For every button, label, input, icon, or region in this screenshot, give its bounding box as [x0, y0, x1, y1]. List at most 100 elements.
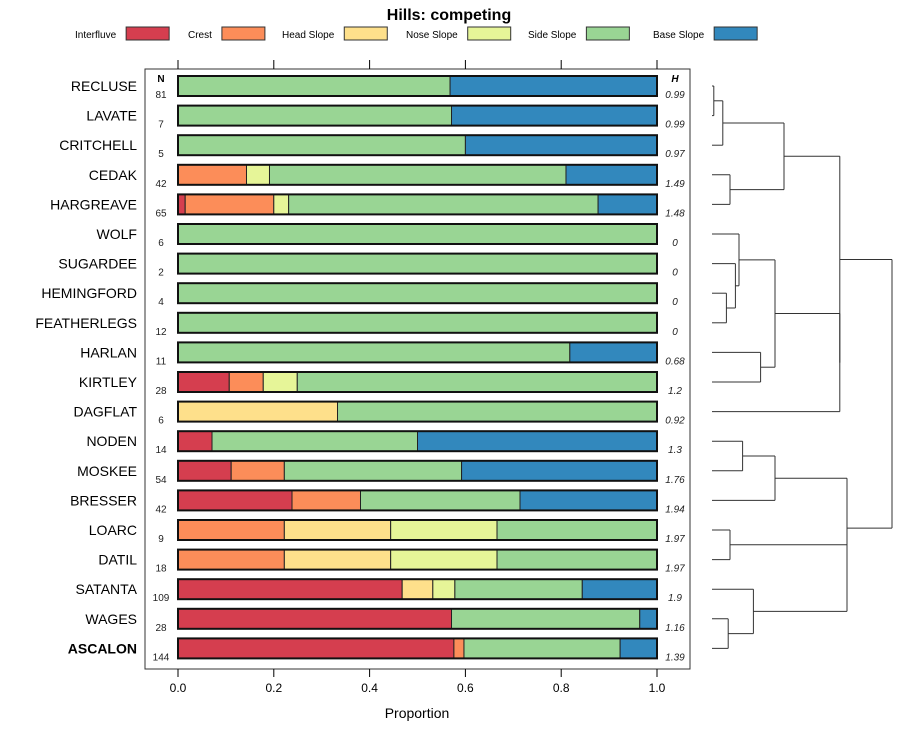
legend-swatch-base-slope — [713, 26, 758, 41]
n-value: 28 — [155, 386, 167, 397]
n-value: 144 — [153, 652, 170, 663]
bar-segment-base-slope — [519, 489, 658, 511]
bar-row-noden: NODEN 14 1.3 — [86, 430, 682, 456]
bar-segment-interfluve — [177, 430, 213, 452]
bar-row-hemingford: HEMINGFORD 4 0 — [41, 282, 678, 308]
bar-segment-base-slope — [449, 75, 658, 97]
n-value: 65 — [155, 208, 167, 219]
bar-outline — [177, 371, 658, 393]
h-value: 0.99 — [665, 120, 685, 131]
legend-swatch-crest — [221, 26, 266, 41]
bar-outline — [177, 341, 658, 364]
category-label: CRITCHELL — [59, 137, 137, 153]
category-label: SATANTA — [76, 581, 138, 597]
category-label: HARGREAVE — [50, 196, 137, 212]
h-value: 0.97 — [665, 149, 685, 160]
top-axis-ticks — [177, 60, 658, 69]
category-label: DAGFLAT — [73, 404, 137, 420]
bar-outline — [177, 489, 658, 512]
n-value: 42 — [155, 179, 167, 190]
category-label: SUGARDEE — [58, 256, 137, 272]
bar-segment-base-slope — [451, 105, 658, 127]
bar-segment-interfluve — [177, 371, 230, 393]
bar-row-critchell: CRITCHELL 5 0.97 — [59, 134, 685, 160]
n-value: 9 — [158, 534, 164, 545]
n-value: 14 — [155, 445, 167, 456]
x-tick-label: 1.0 — [649, 681, 666, 695]
bar-outline — [177, 311, 658, 334]
x-tick-label: 0.6 — [457, 681, 474, 695]
x-axis: 0.0 0.2 0.4 0.6 0.8 1.0 — [170, 669, 666, 695]
bar-segment-base-slope — [461, 460, 658, 482]
legend-swatch-nose-slope — [467, 26, 512, 41]
bar-segment-side-slope — [177, 312, 658, 334]
h-value: 0.92 — [665, 416, 685, 427]
bar-segment-base-slope — [565, 164, 658, 186]
bar-segment-crest — [228, 371, 264, 393]
bar-row-datil: DATIL 18 1.97 — [98, 548, 685, 575]
h-value: 1.97 — [665, 534, 685, 545]
category-label: HARLAN — [80, 344, 137, 360]
bar-segment-side-slope — [177, 223, 658, 245]
bar-row-bresser: BRESSER 42 1.94 — [70, 489, 685, 515]
bar-segment-side-slope — [211, 430, 418, 452]
bar-segment-side-slope — [496, 519, 658, 541]
h-value: 0 — [672, 327, 678, 338]
h-value: 1.16 — [665, 623, 685, 634]
bar-outline — [177, 607, 658, 630]
category-label: HEMINGFORD — [41, 285, 137, 301]
bar-row-kirtley: KIRTLEY 28 1.2 — [79, 371, 682, 397]
category-label: WOLF — [97, 226, 137, 242]
n-value: 7 — [158, 120, 164, 131]
bar-segment-interfluve — [177, 608, 453, 630]
h-value: 1.76 — [665, 475, 685, 486]
bar-segment-side-slope — [177, 282, 658, 304]
bar-segment-side-slope — [463, 637, 621, 659]
legend-swatch-side-slope — [585, 26, 630, 41]
bar-outline — [177, 75, 658, 97]
bar-row-cedak: CEDAK 42 1.49 — [89, 163, 685, 190]
bar-segment-crest — [291, 489, 361, 511]
bar-outline — [177, 163, 658, 186]
bar-segment-base-slope — [417, 430, 658, 452]
bar-row-ascalon: ASCALON 144 1.39 — [68, 637, 685, 663]
bar-segment-side-slope — [337, 401, 658, 423]
bar-row-loarc: LOARC 9 1.97 — [89, 519, 685, 545]
n-value: 5 — [158, 149, 164, 160]
bar-outline — [177, 400, 658, 423]
legend-label-head-slope: Head Slope — [282, 30, 335, 41]
n-value: 4 — [158, 297, 164, 308]
bar-outline — [177, 223, 658, 245]
h-value: 1.39 — [665, 652, 685, 663]
bar-segment-side-slope — [177, 134, 466, 156]
bar-segment-side-slope — [288, 193, 599, 215]
n-value: 6 — [158, 416, 164, 427]
category-label: LAVATE — [86, 108, 137, 124]
bar-row-hargreave: HARGREAVE 65 1.48 — [50, 193, 685, 219]
bar-segment-crest — [177, 519, 285, 541]
bar-row-dagflat: DAGFLAT 6 0.92 — [73, 400, 685, 427]
bar-segment-side-slope — [268, 164, 567, 186]
bar-segment-crest — [184, 193, 275, 215]
bar-outline — [177, 134, 658, 157]
bar-row-satanta: SATANTA 109 1.9 — [76, 578, 682, 604]
bar-segment-crest — [230, 460, 285, 482]
category-label: ASCALON — [68, 640, 137, 656]
category-label: NODEN — [86, 433, 137, 449]
h-value: 1.48 — [665, 208, 685, 219]
bar-segment-side-slope — [496, 549, 658, 571]
bar-segment-interfluve — [177, 489, 293, 511]
bar-segment-nose-slope — [273, 193, 290, 215]
legend-label-interfluve: Interfluve — [75, 30, 117, 41]
legend-label-crest: Crest — [188, 30, 212, 41]
bar-segment-interfluve — [177, 578, 403, 600]
bar-row-recluse: RECLUSE 81 0.99 — [71, 75, 685, 101]
bar-segment-interfluve — [177, 637, 455, 659]
h-value: 1.2 — [668, 386, 682, 397]
legend-label-base-slope: Base Slope — [653, 30, 705, 41]
x-tick-label: 0.8 — [553, 681, 570, 695]
x-tick-label: 0.0 — [170, 681, 187, 695]
bar-segment-head-slope — [283, 549, 392, 571]
category-label: WAGES — [85, 611, 137, 627]
